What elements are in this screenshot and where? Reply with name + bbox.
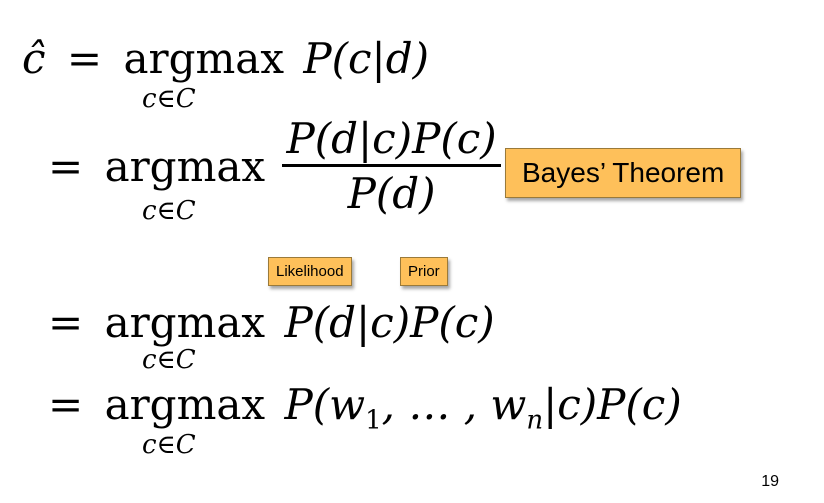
equals-sign: =: [48, 380, 84, 429]
equation-line-3: = argmax P(d|c)P(c): [48, 302, 495, 344]
subscript-n: n: [526, 405, 544, 436]
argmax-operator: argmax: [123, 34, 285, 83]
expression: P(c|d): [303, 34, 429, 83]
fraction-denominator: P(d): [282, 164, 501, 215]
expression: P(d|c)P(c): [284, 298, 495, 347]
equals-sign: =: [66, 34, 103, 83]
equals-sign: =: [48, 141, 84, 191]
argmax-operator: argmax: [104, 298, 266, 347]
fraction: P(d|c)P(c) P(d): [282, 114, 501, 215]
expression-part-3: |c)P(c): [543, 380, 682, 429]
argmax-operator: argmax: [104, 141, 266, 191]
argmax-subscript-1: c∈C: [142, 84, 196, 114]
expression: P(w1, … , wn|c)P(c): [284, 380, 682, 434]
equation-line-2: = argmax P(d|c)P(c) P(d): [48, 118, 501, 215]
equals-sign: =: [48, 298, 84, 347]
argmax-subscript-2: c∈C: [142, 196, 196, 226]
argmax-subscript-4: c∈C: [142, 430, 196, 460]
equation-line-1: ĉ = argmax P(c|d): [22, 38, 429, 80]
fraction-numerator: P(d|c)P(c): [286, 114, 497, 163]
argmax-subscript-3: c∈C: [142, 345, 196, 375]
c-hat: ĉ: [22, 34, 46, 83]
page-number: 19: [761, 473, 779, 490]
subscript-1: 1: [365, 405, 382, 436]
expression-part-2: , … , w: [381, 380, 527, 429]
equation-line-4: = argmax P(w1, … , wn|c)P(c): [48, 380, 682, 434]
likelihood-note: Likelihood: [268, 257, 352, 286]
argmax-operator: argmax: [104, 380, 266, 429]
prior-note: Prior: [400, 257, 448, 286]
expression-part-1: P(w: [284, 380, 366, 429]
bayes-theorem-note: Bayes’ Theorem: [505, 148, 742, 198]
